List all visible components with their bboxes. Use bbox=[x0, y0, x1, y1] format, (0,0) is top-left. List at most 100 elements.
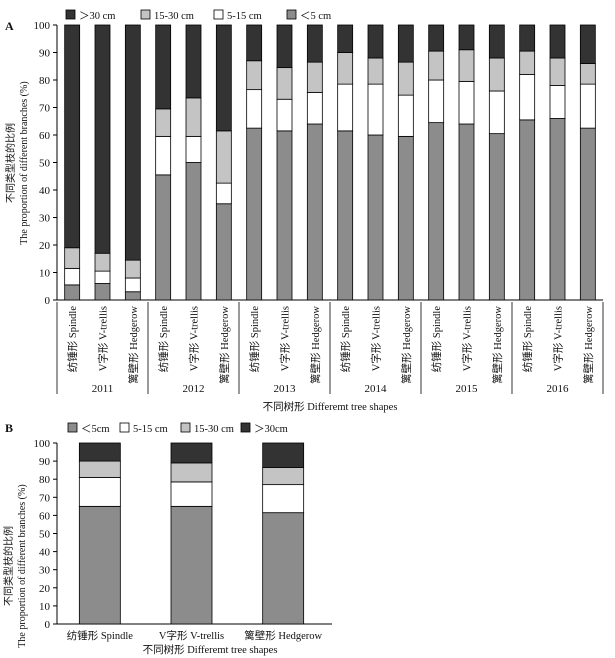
panel-a-category-label: 篱壁形 Hedgerow bbox=[127, 306, 140, 384]
panel-a-category-label: 纺锤形 Spindle bbox=[521, 306, 534, 373]
bar-segment-gt30-cm bbox=[64, 24, 81, 249]
panel-b-category-label: 纺锤形 Spindle bbox=[67, 629, 134, 642]
panel-a-letter: A bbox=[5, 19, 14, 33]
panel-b-y-tick-label: 10 bbox=[39, 601, 51, 613]
panel-a-legend: ＞30 cm 15-30 cm 5-15 cm ＜5 cm bbox=[65, 9, 331, 22]
panel-b-y-axis-label-cn: 不同类型枝的比例 bbox=[2, 526, 15, 606]
bar-segment-15-30-cm bbox=[124, 259, 141, 279]
bar-segment-gt30-cm bbox=[397, 24, 414, 63]
bar-segment-lt5-cm bbox=[367, 134, 384, 301]
bar-segment-5-15-cm bbox=[397, 94, 414, 137]
bar-segment-15-30-cm bbox=[367, 57, 384, 85]
bar-segment-lt5-cm bbox=[579, 127, 596, 301]
panel-b-category-label: V字形 V-trellis bbox=[159, 629, 224, 642]
bar-segment-15-30-cm bbox=[337, 52, 354, 85]
panel-a-y-tick-label: 50 bbox=[39, 158, 51, 170]
bar-segment-gt30-cm bbox=[94, 24, 111, 254]
panel-b-y-tick-label: 80 bbox=[39, 474, 51, 486]
bar-segment-15-30-cm bbox=[94, 252, 111, 272]
panel-a-category-label: V字形 V-trellis bbox=[188, 306, 201, 371]
bar-segment-gt30-cm bbox=[78, 442, 121, 462]
panel-a-category-label: 篱壁形 Hedgerow bbox=[309, 306, 322, 384]
bar-segment-gt30-cm bbox=[488, 24, 505, 59]
panel-b-y-tick-label: 20 bbox=[39, 583, 51, 595]
panel-a-y-tick-label: 60 bbox=[39, 130, 51, 142]
panel-a-y-tick-label: 100 bbox=[34, 20, 51, 32]
panel-a-bars bbox=[64, 24, 596, 301]
bar-segment-15-30-cm bbox=[458, 49, 475, 82]
bar-segment-15-30-cm bbox=[78, 460, 121, 478]
bar-segment-lt5-cm bbox=[276, 130, 293, 301]
bar-segment-15-30-cm bbox=[215, 130, 232, 184]
bar-segment-15-30-cm bbox=[185, 97, 202, 137]
panel-a-y-axis-label-cn: 不同类型枝的比例 bbox=[4, 123, 17, 203]
panel-b-chart: B 0 10 20 30 40 50 60 70 80 90 100 不同类型枝的比例 The propo… bbox=[2, 421, 332, 656]
panel-a-y-tick-label: 40 bbox=[39, 185, 51, 197]
legend-label-5-15-cm: 5-15 cm bbox=[133, 424, 168, 435]
bar-segment-gt30-cm bbox=[215, 24, 232, 132]
bar-segment-lt5-cm bbox=[337, 130, 354, 301]
panel-b-y-tick-label: 30 bbox=[39, 565, 51, 577]
panel-b-y-tick-label: 0 bbox=[45, 619, 51, 631]
panel-a-category-label: 纺锤形 Spindle bbox=[66, 306, 79, 373]
panel-a-category-label: 纺锤形 Spindle bbox=[430, 306, 443, 373]
bar-segment-5-15-cm bbox=[155, 135, 172, 176]
legend-label-gt30-cm: ＞30 cm bbox=[79, 11, 115, 22]
bar-segment-lt5-cm bbox=[64, 284, 81, 301]
bar-segment-15-30-cm bbox=[488, 57, 505, 92]
bar-segment-lt5-cm bbox=[488, 133, 505, 301]
panel-a-category-label: 篱壁形 Hedgerow bbox=[491, 306, 504, 384]
bar-segment-lt5-cm bbox=[124, 291, 141, 301]
bar-segment-5-15-cm bbox=[549, 85, 566, 119]
bar-segment-lt5-cm bbox=[170, 505, 213, 625]
panel-a-category-label: V字形 V-trellis bbox=[552, 306, 565, 371]
panel-a-y-axis-label-en: The proportion of different branches (%) bbox=[19, 81, 30, 244]
panel-a-category-label: V字形 V-trellis bbox=[279, 306, 292, 371]
bar-segment-15-30-cm bbox=[276, 67, 293, 100]
bar-segment-lt5-cm bbox=[428, 122, 445, 301]
bar-segment-5-15-cm bbox=[215, 182, 232, 205]
bar-segment-5-15-cm bbox=[488, 90, 505, 135]
bar-segment-gt30-cm bbox=[519, 24, 536, 52]
bar-segment-15-30-cm bbox=[64, 247, 81, 269]
bar-segment-5-15-cm bbox=[458, 80, 475, 125]
bar-segment-15-30-cm bbox=[397, 61, 414, 96]
bar-segment-5-15-cm bbox=[246, 89, 263, 129]
bar-segment-15-30-cm bbox=[579, 63, 596, 85]
bar-segment-5-15-cm bbox=[579, 83, 596, 129]
bar-segment-5-15-cm bbox=[367, 83, 384, 136]
bar-segment-gt30-cm bbox=[246, 24, 263, 62]
panel-a-year-label: 2011 bbox=[92, 383, 114, 395]
bar-segment-gt30-cm bbox=[306, 24, 323, 63]
panel-b-x-axis-label: 不同树形 Differemt tree shapes bbox=[143, 643, 278, 656]
legend-label-15-30-cm: 15-30 cm bbox=[154, 11, 194, 22]
bar-segment-5-15-cm bbox=[78, 476, 121, 507]
panel-a-chart: A 0 10 20 30 40 50 60 70 80 90 100 不同类型枝的比例 The propo… bbox=[4, 9, 604, 413]
panel-a-y-tick-label: 10 bbox=[39, 268, 51, 280]
panel-a-year-label: 2016 bbox=[547, 383, 570, 395]
bar-segment-lt5-cm bbox=[185, 162, 202, 301]
panel-a-year-label: 2012 bbox=[183, 383, 205, 395]
bar-segment-15-30-cm bbox=[246, 60, 263, 91]
panel-b-category-label: 篱壁形 Hedgerow bbox=[244, 629, 322, 642]
panel-b-y-tick-label: 40 bbox=[39, 547, 51, 559]
bar-segment-lt5-cm bbox=[155, 174, 172, 301]
panel-b-y-axis-label-en: The proportion of different branches (%) bbox=[17, 484, 28, 647]
panel-b-y-tick-label: 70 bbox=[39, 492, 51, 504]
bar-segment-lt5-cm bbox=[262, 512, 305, 625]
bar-segment-gt30-cm bbox=[155, 24, 172, 110]
bar-segment-5-15-cm bbox=[276, 98, 293, 132]
panel-a-year-label: 2015 bbox=[456, 383, 479, 395]
panel-a-y-tick-label: 30 bbox=[39, 213, 51, 225]
bar-segment-gt30-cm bbox=[337, 24, 354, 53]
panel-a-category-label: 篱壁形 Hedgerow bbox=[582, 306, 595, 384]
bar-segment-gt30-cm bbox=[549, 24, 566, 59]
bar-segment-gt30-cm bbox=[185, 24, 202, 99]
legend-swatch-5-15-cm bbox=[119, 422, 130, 433]
panel-a-category-label: 纺锤形 Spindle bbox=[157, 306, 170, 373]
panel-a-year-label: 2013 bbox=[274, 383, 297, 395]
bar-segment-gt30-cm bbox=[458, 24, 475, 51]
legend-label-15-30-cm: 15-30 cm bbox=[194, 424, 234, 435]
panel-a-y-tick-label: 0 bbox=[45, 295, 51, 307]
legend-label-5-15-cm: 5-15 cm bbox=[227, 11, 262, 22]
